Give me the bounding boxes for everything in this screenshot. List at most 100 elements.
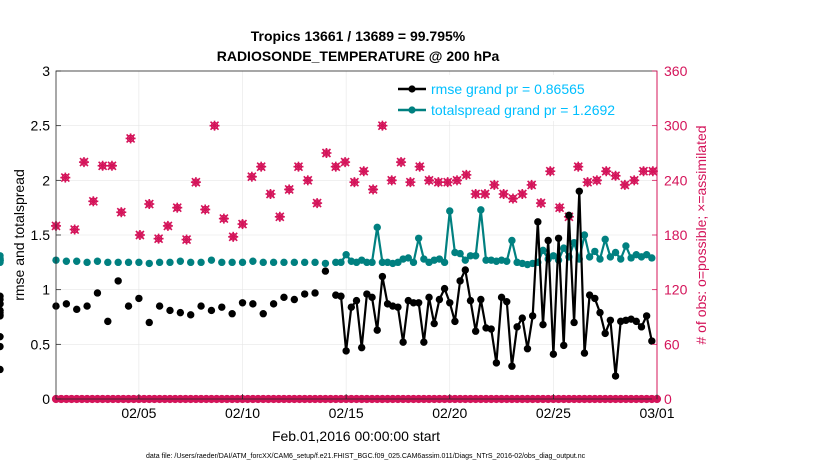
totalspread-point — [321, 259, 330, 268]
obs-assimilated-point — [414, 161, 425, 172]
obs-assimilated-point — [284, 184, 295, 195]
rmse-point — [0, 342, 4, 351]
obs-assimilated-point — [405, 177, 416, 188]
rmse-point — [259, 310, 267, 318]
rmse-point — [135, 294, 143, 303]
legend-item-totalspread: totalspread grand pr = 1.2692 — [398, 102, 615, 118]
rmse-point — [446, 299, 454, 307]
rmse-point — [352, 296, 361, 305]
totalspread-point — [471, 252, 480, 260]
totalspread-point — [648, 254, 656, 262]
rmse-point — [435, 295, 444, 304]
obs-assimilated-point — [190, 177, 201, 188]
totalspread-point — [207, 256, 216, 264]
obs-assimilated-point — [349, 177, 360, 188]
totalspread-point — [311, 258, 319, 267]
rmse-point — [399, 338, 407, 346]
totalspread-point — [83, 258, 91, 267]
rmse-point — [0, 300, 4, 308]
y-axis-label-right: # of obs: o=possible; ×=assimilated — [693, 125, 709, 344]
totalspread-point — [622, 242, 630, 250]
obs-assimilated-point — [321, 148, 332, 158]
obs-assimilated-point — [134, 230, 145, 240]
rmse-point — [114, 277, 122, 285]
totalspread-point — [482, 256, 490, 264]
obs-assimilated-point — [554, 202, 565, 213]
rmse-point — [492, 359, 501, 367]
totalspread-point — [549, 252, 558, 260]
obs-assimilated-point — [144, 199, 155, 210]
rmse-point — [414, 299, 423, 307]
totalspread-point — [280, 258, 288, 267]
rmse-point — [580, 349, 589, 357]
rmse-point — [166, 306, 174, 315]
rmse-point — [565, 211, 573, 220]
obs-assimilated-point — [181, 234, 192, 245]
rmse-point — [228, 310, 236, 318]
y-tick-left-label: 1.5 — [31, 227, 51, 243]
obs-assimilated-point — [69, 224, 80, 235]
totalspread-point — [585, 253, 594, 261]
totalspread-point — [0, 256, 4, 264]
obs-assimilated-point — [209, 120, 220, 131]
rmse-point — [549, 350, 558, 358]
totalspread-point — [145, 259, 153, 268]
rmse-point — [207, 306, 216, 315]
rmse-point — [62, 300, 71, 308]
rmse-point — [632, 317, 640, 326]
totalspread-point — [197, 258, 205, 267]
rmse-point — [0, 332, 4, 341]
totalspread-point — [228, 258, 236, 267]
rmse-point — [518, 314, 526, 322]
y-tick-right-label: 120 — [664, 282, 688, 298]
y-tick-left-label: 1 — [42, 282, 50, 298]
obs-assimilated-point — [386, 175, 397, 186]
totalspread-point — [466, 252, 475, 260]
rmse-point — [508, 362, 516, 370]
obs-assimilated-point — [228, 231, 239, 242]
rmse-point — [342, 347, 350, 355]
obs-assimilated-point — [246, 171, 257, 182]
rmse-point — [430, 319, 438, 328]
totalspread-point — [617, 255, 625, 263]
rmse-point — [425, 293, 433, 302]
chart-title-line-1: Tropics 13661 / 13689 = 99.795% — [251, 28, 466, 44]
totalspread-point — [404, 254, 413, 262]
y-tick-right-label: 60 — [664, 336, 680, 352]
obs-assimilated-point — [368, 184, 379, 195]
totalspread-point — [114, 258, 122, 267]
rmse-point — [534, 218, 542, 226]
rmse-point — [596, 308, 604, 317]
rmse-point — [497, 293, 506, 302]
totalspread-point — [378, 258, 387, 267]
rmse-point — [269, 300, 278, 308]
rmse-point — [461, 266, 470, 274]
rmse-point — [124, 302, 133, 310]
rmse-point — [560, 341, 568, 350]
obs-assimilated-point — [470, 189, 481, 199]
rmse-point — [321, 267, 330, 275]
obs-assimilated-point — [88, 196, 99, 207]
rmse-point — [0, 306, 4, 315]
x-tick-label: 02/15 — [329, 405, 364, 421]
totalspread-point — [414, 234, 423, 242]
totalspread-point — [409, 258, 418, 267]
totalspread-point — [93, 257, 102, 265]
obs-assimilated-point — [60, 172, 71, 183]
obs-assimilated-point — [479, 189, 490, 199]
rmse-point — [513, 323, 521, 331]
totalspread-point — [300, 258, 309, 267]
rmse-point — [570, 318, 578, 327]
totalspread-point — [461, 256, 470, 264]
obs-assimilated-point — [526, 179, 537, 190]
obs-assimilated-point — [125, 133, 136, 144]
obs-assimilated-point — [424, 175, 435, 186]
obs-assimilated-point — [172, 202, 183, 213]
obs-assimilated-point — [78, 157, 89, 168]
obs-assimilated-point — [591, 175, 602, 186]
y-tick-right-label: 360 — [664, 63, 688, 79]
totalspread-point — [337, 258, 345, 267]
rmse-point — [523, 345, 532, 353]
y-tick-left-label: 0.5 — [31, 336, 51, 352]
